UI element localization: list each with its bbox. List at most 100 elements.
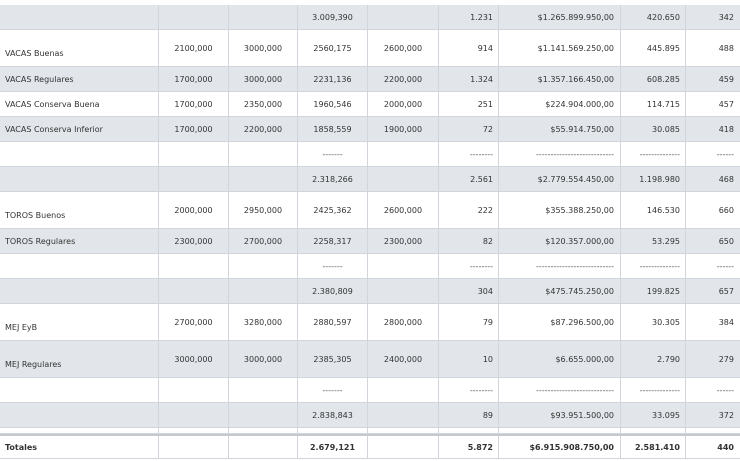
cell-avg: -------: [298, 254, 368, 278]
table-row: 2.318,266 2.561 $2.779.554.450,00 1.198.980…: [0, 167, 740, 192]
cell-avg-kg: 418: [718, 124, 734, 134]
table-row: VACAS Conserva Buena 1700,000 2350,000 1960…: [0, 92, 740, 117]
cell-min: [159, 436, 229, 458]
cell-kg: 146.530: [621, 192, 686, 228]
cell-kg: 2.790: [621, 341, 686, 377]
cell-category: VACAS Buenas: [0, 30, 159, 66]
cell-ref: [368, 5, 439, 29]
cell-max: [229, 167, 298, 191]
cell-max: 3280,000: [229, 304, 298, 340]
cell-heads: 72: [439, 117, 499, 141]
cell-heads: --------: [439, 378, 499, 402]
cell-max: [229, 436, 298, 458]
cell-avg-kg: ------: [716, 385, 734, 395]
cell-category: [0, 403, 159, 427]
cell-category: MEJ EyB: [0, 304, 159, 340]
table-row: TOROS Buenos 2000,000 2950,000 2425,362 2600…: [0, 192, 740, 229]
cell-max: 3000,000: [229, 67, 298, 91]
cell-min: [159, 428, 229, 433]
cell-amount: $1.265.899.950,00: [499, 5, 621, 29]
cell-avg: -------: [298, 142, 368, 166]
table-row: ------- -------- -------------------------…: [0, 378, 740, 403]
cell-avg: -------: [298, 378, 368, 402]
cell-avg: 2258,317: [298, 229, 368, 253]
table-row: [0, 428, 740, 434]
cell-avg-kg: 372: [718, 410, 734, 420]
cell-kg: [621, 428, 686, 433]
cell-max: 3000,000: [229, 341, 298, 377]
cell-kg: 608.285: [621, 67, 686, 91]
cell-avg-kg: [686, 428, 740, 433]
cell-ref: [368, 403, 439, 427]
cell-avg: 2560,175: [298, 30, 368, 66]
cell-category: TOROS Regulares: [0, 229, 159, 253]
cell-kg: --------------: [621, 254, 686, 278]
cell-category: VACAS Conserva Inferior: [0, 117, 159, 141]
cell-avg-kg: 660: [718, 205, 734, 215]
cell-ref: [368, 378, 439, 402]
table-row: VACAS Regulares 1700,000 3000,000 2231,136 2…: [0, 67, 740, 92]
cell-avg-kg: ------: [716, 149, 734, 159]
cell-ref: 2200,000: [368, 67, 439, 91]
cell-max: 2950,000: [229, 192, 298, 228]
cell-amount: [499, 428, 621, 433]
cell-min: 2300,000: [159, 229, 229, 253]
cell-max: 2700,000: [229, 229, 298, 253]
cell-amount: $355.388.250,00: [499, 192, 621, 228]
table-row: MEJ Regulares 3000,000 3000,000 2385,305 240…: [0, 341, 740, 378]
cell-avg-kg: 342: [718, 12, 734, 22]
cell-avg: 3.009,390: [298, 5, 368, 29]
cell-avg: [298, 428, 368, 433]
cell-avg: 2425,362: [298, 192, 368, 228]
cell-category: VACAS Regulares: [0, 67, 159, 91]
cell-ref: 2600,000: [368, 192, 439, 228]
cell-ref: 2000,000: [368, 92, 439, 116]
cell-max: 2350,000: [229, 92, 298, 116]
cell-avg: 2385,305: [298, 341, 368, 377]
cell-category: MEJ Regulares: [0, 341, 159, 377]
table-row: 3.009,390 1.231 $1.265.899.950,00 420.650 34…: [0, 5, 740, 30]
cell-min: 1700,000: [159, 67, 229, 91]
cell-category: [0, 5, 159, 29]
cell-kg: 445.895: [621, 30, 686, 66]
cell-heads: 251: [439, 92, 499, 116]
cell-ref: [368, 167, 439, 191]
cell-kg: 30.305: [621, 304, 686, 340]
totals-row: Totales 2.679,121 5.872 $6.915.908.750,00 2.…: [0, 434, 740, 459]
cell-heads: --------: [439, 254, 499, 278]
cell-heads: 304: [439, 279, 499, 303]
cell-min: [159, 5, 229, 29]
cell-avg-kg: ------: [716, 261, 734, 271]
cell-ref: 1900,000: [368, 117, 439, 141]
cell-max: 2200,000: [229, 117, 298, 141]
cell-category: [0, 428, 159, 433]
cell-ref: [368, 428, 439, 433]
cell-ref: [368, 436, 439, 458]
cell-max: [229, 142, 298, 166]
cell-ref: [368, 279, 439, 303]
cell-ref: 2300,000: [368, 229, 439, 253]
cell-heads: 1.231: [439, 5, 499, 29]
cell-amount: $1.141.569.250,00: [499, 30, 621, 66]
cell-kg: --------------: [621, 378, 686, 402]
cell-max: [229, 279, 298, 303]
cell-amount: $55.914.750,00: [499, 117, 621, 141]
cell-amount: ---------------------------: [499, 378, 621, 402]
cell-avg: 2.318,266: [298, 167, 368, 191]
table-row: 2.838,843 89 $93.951.500,00 33.095 372: [0, 403, 740, 428]
cell-min: [159, 142, 229, 166]
cell-avg: 2880,597: [298, 304, 368, 340]
cell-avg: 2231,136: [298, 67, 368, 91]
cell-kg: 33.095: [621, 403, 686, 427]
cell-max: [229, 254, 298, 278]
cell-kg: 114.715: [621, 92, 686, 116]
cell-category: [0, 142, 159, 166]
cell-category: Totales: [0, 436, 159, 458]
cell-avg: 1960,546: [298, 92, 368, 116]
cell-heads: 10: [439, 341, 499, 377]
table-row: MEJ EyB 2700,000 3280,000 2880,597 2800,000 7…: [0, 304, 740, 341]
cell-category: TOROS Buenos: [0, 192, 159, 228]
cell-amount: $224.904.000,00: [499, 92, 621, 116]
cell-kg: 199.825: [621, 279, 686, 303]
